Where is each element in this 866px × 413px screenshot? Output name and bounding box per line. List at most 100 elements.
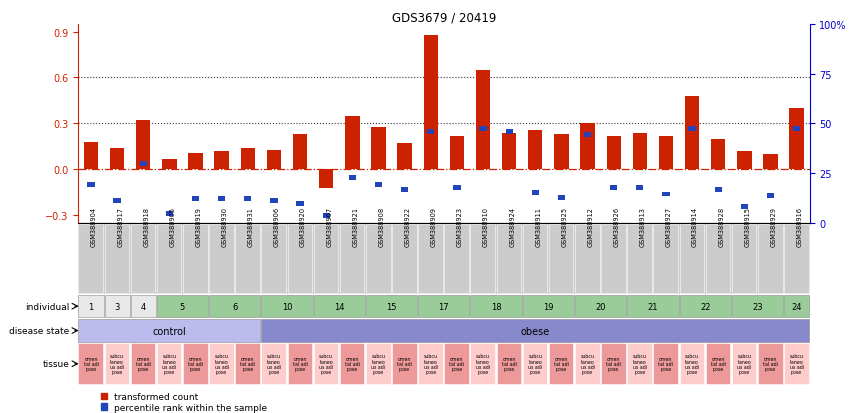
Bar — [558, 195, 565, 200]
Text: subcu
taneo
us adi
pose: subcu taneo us adi pose — [580, 354, 595, 374]
Text: 3: 3 — [114, 302, 120, 311]
Bar — [480, 126, 487, 131]
FancyBboxPatch shape — [366, 224, 391, 294]
FancyBboxPatch shape — [339, 224, 365, 294]
Bar — [139, 161, 147, 166]
Bar — [165, 212, 173, 217]
Bar — [737, 152, 752, 170]
Bar — [192, 197, 199, 202]
Text: GSM388924: GSM388924 — [509, 206, 515, 247]
Text: GSM388910: GSM388910 — [483, 206, 489, 247]
Bar — [349, 175, 356, 180]
FancyBboxPatch shape — [523, 295, 574, 318]
Bar — [767, 194, 774, 199]
FancyBboxPatch shape — [680, 224, 704, 294]
Text: GSM388919: GSM388919 — [196, 206, 202, 246]
Text: 23: 23 — [753, 302, 763, 311]
Text: omen
tal adi
pose: omen tal adi pose — [241, 356, 255, 372]
FancyBboxPatch shape — [680, 343, 704, 385]
Text: omen
tal adi
pose: omen tal adi pose — [763, 356, 778, 372]
Bar — [790, 109, 804, 170]
Title: GDS3679 / 20419: GDS3679 / 20419 — [391, 12, 496, 25]
Bar — [244, 197, 251, 202]
Text: GSM388921: GSM388921 — [352, 206, 359, 247]
Bar — [110, 149, 125, 170]
Bar — [322, 214, 330, 218]
FancyBboxPatch shape — [79, 343, 103, 385]
FancyBboxPatch shape — [313, 343, 339, 385]
Text: 14: 14 — [334, 302, 345, 311]
Text: omen
tal adi
pose: omen tal adi pose — [188, 356, 203, 372]
Text: GSM388923: GSM388923 — [457, 206, 463, 247]
Bar — [372, 127, 385, 170]
Text: omen
tal adi
pose: omen tal adi pose — [83, 356, 99, 372]
Text: subcu
taneo
us adi
pose: subcu taneo us adi pose — [267, 354, 281, 374]
FancyBboxPatch shape — [262, 343, 286, 385]
Bar — [606, 136, 621, 170]
Text: omen
tal adi
pose: omen tal adi pose — [711, 356, 726, 372]
Text: 20: 20 — [596, 302, 606, 311]
Text: GSM388926: GSM388926 — [614, 206, 620, 247]
FancyBboxPatch shape — [339, 343, 365, 385]
Text: GSM388907: GSM388907 — [326, 206, 333, 247]
Text: omen
tal adi
pose: omen tal adi pose — [501, 356, 517, 372]
Text: GSM388917: GSM388917 — [117, 206, 123, 247]
FancyBboxPatch shape — [366, 295, 417, 318]
Bar — [659, 136, 673, 170]
FancyBboxPatch shape — [79, 224, 103, 294]
FancyBboxPatch shape — [601, 343, 626, 385]
FancyBboxPatch shape — [732, 343, 756, 385]
Text: subcu
taneo
us adi
pose: subcu taneo us adi pose — [737, 354, 752, 374]
Bar — [215, 152, 229, 170]
Text: subcu
taneo
us adi
pose: subcu taneo us adi pose — [476, 354, 490, 374]
Text: 4: 4 — [140, 302, 145, 311]
Legend: transformed count, percentile rank within the sample: transformed count, percentile rank withi… — [97, 388, 271, 413]
Text: 10: 10 — [281, 302, 292, 311]
FancyBboxPatch shape — [496, 343, 521, 385]
Bar — [688, 126, 695, 131]
Text: 24: 24 — [792, 302, 802, 311]
Bar — [423, 36, 438, 170]
Bar — [528, 131, 542, 170]
FancyBboxPatch shape — [575, 343, 599, 385]
Text: GSM388925: GSM388925 — [561, 206, 567, 247]
FancyBboxPatch shape — [366, 343, 391, 385]
Text: GSM388930: GSM388930 — [222, 206, 228, 247]
FancyBboxPatch shape — [470, 224, 495, 294]
FancyBboxPatch shape — [470, 295, 521, 318]
Text: omen
tal adi
pose: omen tal adi pose — [554, 356, 569, 372]
Text: GSM388920: GSM388920 — [301, 206, 306, 247]
FancyBboxPatch shape — [131, 224, 155, 294]
Text: omen
tal adi
pose: omen tal adi pose — [606, 356, 621, 372]
FancyBboxPatch shape — [549, 343, 573, 385]
Bar — [113, 198, 120, 203]
Text: omen
tal adi
pose: omen tal adi pose — [136, 356, 151, 372]
FancyBboxPatch shape — [288, 224, 312, 294]
FancyBboxPatch shape — [627, 295, 679, 318]
Text: GSM388912: GSM388912 — [587, 206, 593, 247]
FancyBboxPatch shape — [523, 343, 547, 385]
Text: 1: 1 — [88, 302, 94, 311]
Text: subcu
taneo
us adi
pose: subcu taneo us adi pose — [162, 354, 177, 374]
FancyBboxPatch shape — [79, 295, 104, 318]
Text: omen
tal adi
pose: omen tal adi pose — [397, 356, 412, 372]
Text: tissue: tissue — [42, 359, 69, 368]
Text: GSM388922: GSM388922 — [404, 206, 410, 247]
FancyBboxPatch shape — [262, 320, 809, 342]
FancyBboxPatch shape — [784, 343, 809, 385]
Text: subcu
taneo
us adi
pose: subcu taneo us adi pose — [790, 354, 804, 374]
Bar — [189, 153, 203, 170]
Text: GSM388915: GSM388915 — [745, 206, 750, 247]
Bar — [162, 159, 177, 170]
FancyBboxPatch shape — [444, 224, 469, 294]
Text: subcu
taneo
us adi
pose: subcu taneo us adi pose — [633, 354, 647, 374]
FancyBboxPatch shape — [784, 224, 809, 294]
FancyBboxPatch shape — [654, 224, 678, 294]
FancyBboxPatch shape — [105, 224, 129, 294]
FancyBboxPatch shape — [209, 295, 261, 318]
Bar — [296, 201, 304, 206]
FancyBboxPatch shape — [288, 343, 312, 385]
FancyBboxPatch shape — [758, 224, 783, 294]
Text: subcu
taneo
us adi
pose: subcu taneo us adi pose — [110, 354, 124, 374]
Text: GSM388913: GSM388913 — [640, 206, 646, 246]
